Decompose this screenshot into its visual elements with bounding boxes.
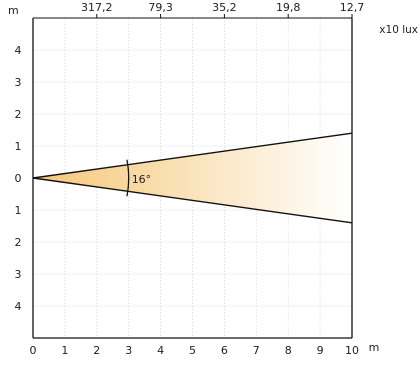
y-tick-label: 0	[15, 172, 22, 185]
y-tick-label: 3	[15, 268, 22, 281]
x-tick-label: 2	[93, 344, 100, 357]
x-tick-label: 8	[285, 344, 292, 357]
lux-value-label: 12,7	[340, 1, 365, 14]
x-axis-unit: m	[369, 341, 380, 354]
y-tick-label: 2	[15, 108, 22, 121]
plot-frame	[32, 14, 353, 339]
x-tick-label: 0	[30, 344, 37, 357]
x-tick-label: 5	[189, 344, 196, 357]
lux-unit-label: x10 lux	[379, 24, 418, 36]
lux-value-label: 35,2	[212, 1, 237, 14]
lux-value-label: 19,8	[276, 1, 301, 14]
beam-upper-edge	[32, 132, 353, 179]
beam-cone: 16°	[32, 132, 353, 224]
beam-angle-arc	[126, 159, 130, 197]
lux-value-label: 317,2	[81, 1, 113, 14]
x-tick-label: 3	[125, 344, 132, 357]
beam-angle-label: 16°	[132, 173, 152, 186]
beam-lower-edge	[32, 177, 353, 224]
beam-fill	[33, 133, 352, 223]
y-tick-label: 4	[15, 300, 22, 313]
y-tick-label: 3	[15, 76, 22, 89]
lux-value-label: 79,3	[148, 1, 173, 14]
x-tick-label: 7	[253, 344, 260, 357]
y-tick-label: 2	[15, 236, 22, 249]
x-tick-label: 9	[317, 344, 324, 357]
y-tick-label: 1	[15, 204, 22, 217]
x-tick-label: 10	[345, 344, 359, 357]
y-tick-label: 4	[15, 44, 22, 57]
x-tick-label: 6	[221, 344, 228, 357]
y-axis-unit: m	[8, 4, 19, 17]
x-tick-label: 1	[61, 344, 68, 357]
x-tick-label: 4	[157, 344, 164, 357]
y-tick-label: 1	[15, 140, 22, 153]
